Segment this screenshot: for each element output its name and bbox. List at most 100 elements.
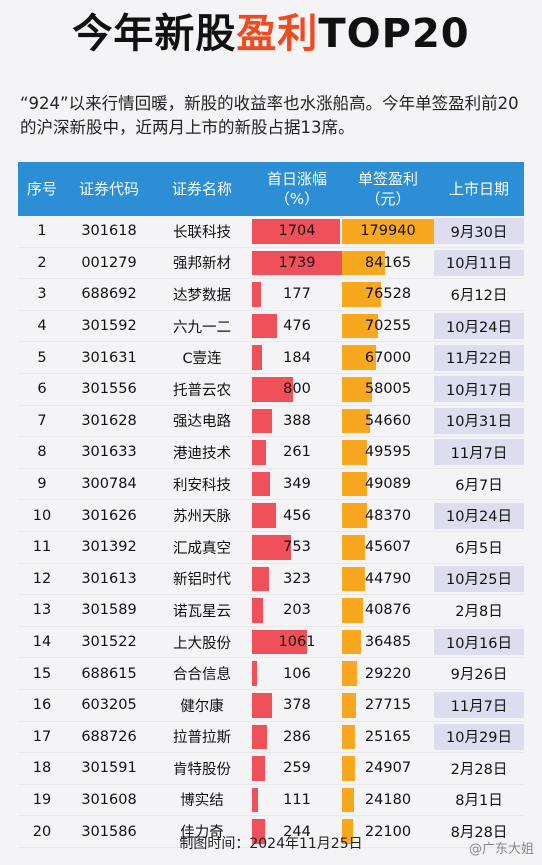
rise-bar: [252, 566, 269, 592]
cell-seq: 19: [18, 784, 66, 817]
cell-seq: 1: [18, 216, 66, 248]
profit-value: 58005: [364, 381, 412, 398]
cell-name: C壹连: [152, 341, 252, 374]
cell-rise: 203: [252, 594, 342, 627]
table-row: 5 301631 C壹连 184 67000 11月22日: [18, 341, 524, 374]
profit-value: 40876: [364, 602, 412, 619]
profit-value: 44790: [364, 570, 412, 587]
cell-profit: 67000: [342, 341, 434, 374]
cell-date: 11月7日: [434, 689, 524, 722]
ipo-profit-table: 序号 证券代码 证券名称 首日涨幅 （%） 单签盈利 （元） 上市日期 1 30161…: [18, 162, 524, 848]
cell-rise: 111: [252, 784, 342, 817]
cell-name: 达梦数据: [152, 278, 252, 311]
cell-date: 10月24日: [434, 499, 524, 532]
date-value: 10月31日: [434, 407, 524, 434]
table-row: 19 301608 博实结 111 24180 8月1日: [18, 784, 524, 817]
cell-rise: 177: [252, 278, 342, 311]
cell-seq: 20: [18, 815, 66, 848]
cell-rise: 261: [252, 436, 342, 469]
cell-profit: 49595: [342, 436, 434, 469]
rise-bar: [252, 598, 263, 623]
rise-value: 1704: [278, 223, 316, 240]
cell-profit: 25165: [342, 721, 434, 754]
cell-rise: 456: [252, 499, 342, 532]
rise-value: 323: [283, 570, 311, 587]
date-value: 6月5日: [455, 540, 503, 557]
profit-bar: [342, 282, 382, 307]
cell-name: 上大股份: [152, 626, 252, 659]
cell-code: 688692: [66, 278, 152, 311]
cell-date: 9月26日: [434, 657, 524, 690]
cell-seq: 7: [18, 405, 66, 438]
cell-seq: 5: [18, 341, 66, 374]
cell-date: 6月7日: [434, 468, 524, 501]
cell-name: 拉普拉斯: [152, 721, 252, 754]
rise-bar: [252, 724, 267, 750]
cell-code: 301522: [66, 626, 152, 659]
profit-bar: [342, 408, 370, 434]
cell-code: 301586: [66, 815, 152, 848]
table-row: 8 301633 港迪技术 261 49595 11月7日: [18, 436, 524, 469]
rise-value: 378: [283, 697, 311, 714]
cell-date: 10月24日: [434, 310, 524, 343]
table-row: 9 300784 利安科技 349 49089 6月7日: [18, 468, 524, 501]
rise-value: 177: [283, 286, 311, 303]
cell-code: 301591: [66, 752, 152, 785]
profit-value: 49595: [364, 444, 412, 461]
date-value: 10月25日: [434, 565, 524, 592]
rise-value: 456: [283, 507, 311, 524]
rise-bar: [252, 629, 307, 655]
cell-date: 10月17日: [434, 373, 524, 406]
rise-value: 184: [283, 349, 311, 366]
cell-name: 肯特股份: [152, 752, 252, 785]
rise-value: 259: [283, 760, 311, 777]
cell-rise: 388: [252, 405, 342, 438]
header-seq: 序号: [18, 162, 66, 216]
profit-value: 67000: [364, 349, 412, 366]
cell-seq: 11: [18, 531, 66, 564]
cell-date: 8月28日: [434, 815, 524, 848]
cell-profit: 40876: [342, 594, 434, 627]
header-rise: 首日涨幅 （%）: [252, 162, 342, 216]
rise-value: 388: [283, 412, 311, 429]
cell-code: 301589: [66, 594, 152, 627]
rise-value: 261: [283, 444, 311, 461]
date-value: 6月7日: [455, 477, 503, 494]
cell-code: 001279: [66, 247, 152, 280]
profit-bar: [342, 787, 355, 813]
date-value: 11月7日: [434, 692, 524, 719]
rise-bar: [252, 534, 291, 560]
cell-code: 688726: [66, 721, 152, 754]
profit-bar: [342, 313, 378, 339]
date-value: 11月7日: [434, 439, 524, 466]
rise-bar: [252, 787, 258, 813]
table-row: 3 688692 达梦数据 177 76528 6月12日: [18, 278, 524, 311]
cell-name: 港迪技术: [152, 436, 252, 469]
cell-seq: 12: [18, 563, 66, 596]
footer-date: 制图时间：2024年11月25日: [179, 836, 363, 852]
table-row: 15 688615 合合信息 106 29220 9月26日: [18, 657, 524, 690]
cell-seq: 18: [18, 752, 66, 785]
rise-bar: [252, 819, 265, 844]
rise-bar: [252, 503, 276, 528]
profit-bar: [342, 819, 354, 844]
profit-bar: [342, 598, 363, 623]
table-row: 16 603205 健尔康 378 27715 11月7日: [18, 689, 524, 722]
profit-value: 27715: [364, 697, 412, 714]
profit-value: 25165: [364, 728, 412, 745]
cell-seq: 17: [18, 721, 66, 754]
table-row: 18 301591 肯特股份 259 24907 2月28日: [18, 752, 524, 785]
cell-code: 300784: [66, 468, 152, 501]
title-part2: TOP20: [318, 11, 470, 57]
header-date: 上市日期: [434, 162, 524, 216]
cell-name: 托普云农: [152, 373, 252, 406]
cell-profit: 84165: [342, 247, 434, 280]
profit-value: 22100: [364, 823, 412, 840]
table-row: 6 301556 托普云农 800 58005 10月17日: [18, 373, 524, 406]
rise-value: 476: [283, 318, 311, 335]
cell-date: 11月7日: [434, 436, 524, 469]
cell-seq: 6: [18, 373, 66, 406]
profit-bar: [342, 471, 368, 497]
cell-date: 2月28日: [434, 752, 524, 785]
date-value: 2月8日: [455, 603, 503, 620]
